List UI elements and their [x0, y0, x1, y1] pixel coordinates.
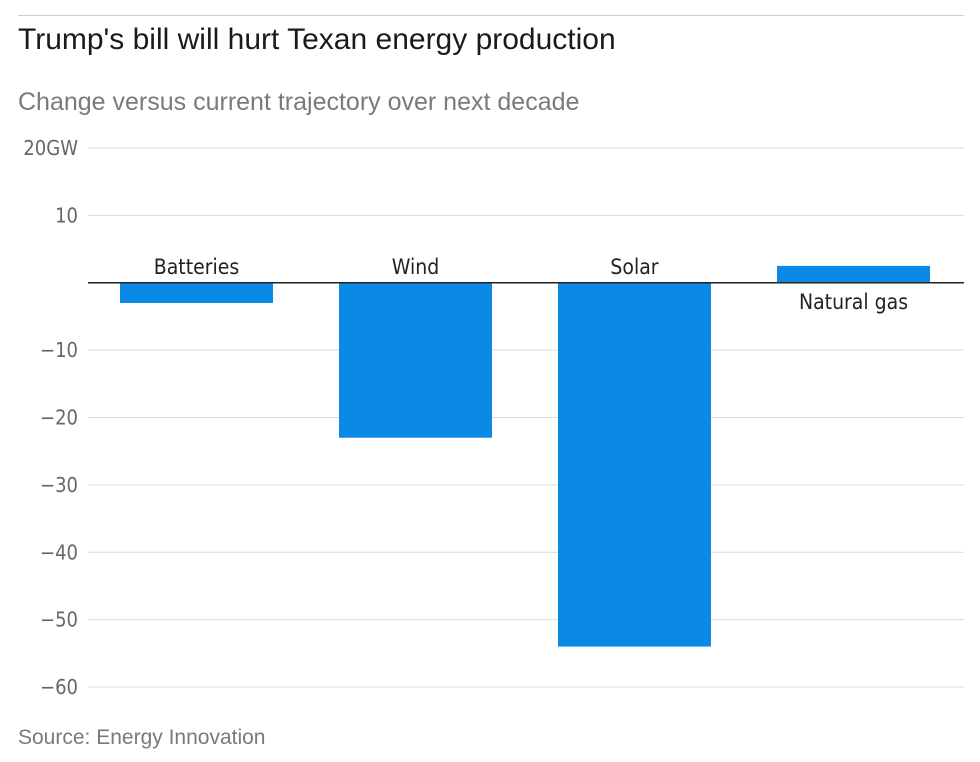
y-tick-label: −50 — [40, 608, 78, 632]
y-tick-label: −10 — [40, 338, 78, 362]
bar-natural-gas — [777, 265, 930, 283]
y-tick-label: −30 — [40, 473, 78, 497]
category-label: Natural gas — [799, 290, 908, 314]
chart-source: Source: Energy Innovation — [18, 726, 266, 749]
bar-wind — [339, 282, 492, 438]
category-label: Wind — [392, 255, 439, 279]
y-tick-label: 20GW — [23, 136, 78, 160]
grid-layer — [88, 147, 964, 688]
y-tick-label: −20 — [40, 406, 78, 430]
category-label: Solar — [610, 255, 658, 279]
y-tick-label: 10 — [55, 203, 78, 227]
bar-layer — [88, 265, 964, 647]
label-layer: 20GW 10 −10 −20 −30 −40 −50 −60 Batteries Wind Sol… — [23, 136, 908, 699]
chart-subtitle: Change versus current trajectory over ne… — [18, 88, 580, 116]
bar-solar — [558, 282, 711, 647]
y-tick-label: −60 — [40, 675, 78, 699]
top-rule — [18, 15, 964, 16]
category-label: Batteries — [154, 255, 239, 279]
bar-batteries — [120, 282, 273, 303]
chart-title: Trump's bill will hurt Texan energy prod… — [18, 23, 616, 56]
y-tick-label: −40 — [40, 540, 78, 564]
